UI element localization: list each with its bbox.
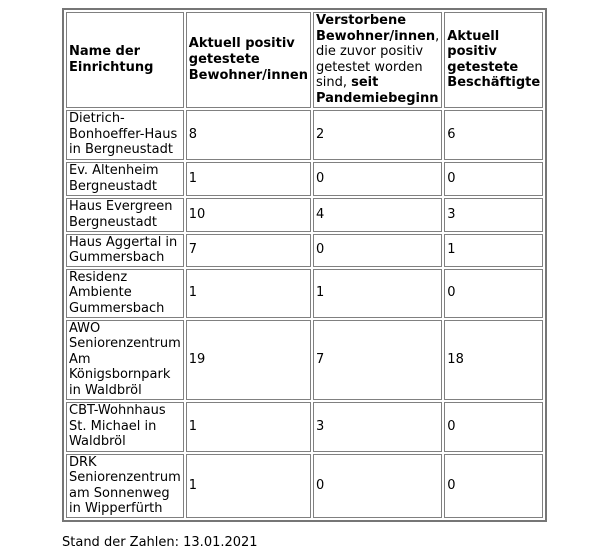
table-row: Residenz Ambiente Gummersbach 1 1 0	[66, 268, 544, 318]
header-deceased-bold-tail: seit Pandemiebeginn	[315, 75, 439, 106]
table-row: CBT-Wohnhaus St. Michael in Waldbröl 1 3…	[66, 401, 544, 452]
facility-name-cell: Haus Evergreen Bergneustadt	[66, 197, 184, 232]
positive-staff-cell: 1	[444, 233, 544, 267]
positive-residents-cell: 7	[185, 233, 311, 267]
data-as-of-note: Stand der Zahlen: 13.01.2021	[62, 534, 258, 550]
facility-name-cell: AWO Seniorenzentrum Am Königsbornpark in…	[66, 319, 184, 400]
positive-residents-cell: 1	[185, 268, 311, 318]
positive-residents-cell: 1	[185, 161, 311, 196]
facility-name-cell: Dietrich-Bonhoeffer-Haus in Bergneustadt	[66, 109, 184, 160]
deceased-residents-cell: 0	[312, 161, 443, 196]
facility-name-cell: Ev. Altenheim Bergneustadt	[66, 161, 184, 196]
col-header-deceased-residents: Verstorbene Bewohner/innen, die zuvor po…	[312, 12, 443, 108]
deceased-residents-cell: 2	[312, 109, 443, 160]
positive-staff-cell: 0	[444, 161, 544, 196]
positive-staff-cell: 0	[444, 453, 544, 518]
positive-staff-cell: 6	[444, 109, 544, 160]
positive-residents-cell: 1	[185, 453, 311, 518]
col-header-facility-name: Name der Einrichtung	[66, 12, 184, 108]
table-section: Name der Einrichtung Aktuell positiv get…	[62, 8, 548, 550]
positive-residents-cell: 8	[185, 109, 311, 160]
deceased-residents-cell: 7	[312, 319, 443, 400]
positive-residents-cell: 1	[185, 401, 311, 452]
table-row: Haus Aggertal in Gummersbach 7 0 1	[66, 233, 544, 267]
positive-staff-cell: 3	[444, 197, 544, 232]
header-deceased-regular-middle: , die zuvor positiv getestet worden sind…	[315, 28, 440, 91]
facility-name-cell: Residenz Ambiente Gummersbach	[66, 268, 184, 318]
table-body: Dietrich-Bonhoeffer-Haus in Bergneustadt…	[66, 109, 544, 518]
col-header-positive-staff: Aktuell positiv getestete Beschäftigte	[444, 12, 544, 108]
positive-residents-cell: 19	[185, 319, 311, 400]
deceased-residents-cell: 0	[312, 453, 443, 518]
table-row: Dietrich-Bonhoeffer-Haus in Bergneustadt…	[66, 109, 544, 160]
facility-name-cell: Haus Aggertal in Gummersbach	[66, 233, 184, 267]
positive-staff-cell: 18	[444, 319, 544, 400]
header-row: Name der Einrichtung Aktuell positiv get…	[66, 12, 544, 108]
deceased-residents-cell: 0	[312, 233, 443, 267]
table-row: Haus Evergreen Bergneustadt 10 4 3	[66, 197, 544, 232]
table-row: AWO Seniorenzentrum Am Königsbornpark in…	[66, 319, 544, 400]
table-row: Ev. Altenheim Bergneustadt 1 0 0	[66, 161, 544, 196]
positive-residents-cell: 10	[185, 197, 311, 232]
table-row: DRK Seniorenzentrum am Sonnenweg in Wipp…	[66, 453, 544, 518]
header-deceased-bold-lead: Verstorbene Bewohner/innen	[315, 13, 436, 44]
facility-name-cell: DRK Seniorenzentrum am Sonnenweg in Wipp…	[66, 453, 184, 518]
deceased-residents-cell: 1	[312, 268, 443, 318]
covid-facility-table: Name der Einrichtung Aktuell positiv get…	[62, 8, 548, 522]
positive-staff-cell: 0	[444, 401, 544, 452]
deceased-residents-cell: 4	[312, 197, 443, 232]
deceased-residents-cell: 3	[312, 401, 443, 452]
facility-name-cell: CBT-Wohnhaus St. Michael in Waldbröl	[66, 401, 184, 452]
col-header-positive-residents: Aktuell positiv getestete Bewohner/innen	[185, 12, 311, 108]
positive-staff-cell: 0	[444, 268, 544, 318]
